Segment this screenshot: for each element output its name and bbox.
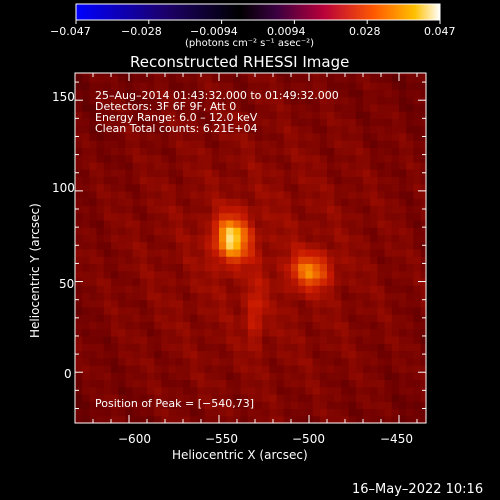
x-tick-label: −450 (380, 432, 413, 446)
y-tick-label: 150 (52, 90, 75, 104)
colorbar-tick-label: −0.047 (50, 25, 91, 38)
time-range-annotation: 25–Aug–2014 01:43:32.000 to 01:49:32.000 (95, 89, 339, 102)
colorbar-units: (photons cm⁻² s⁻¹ asec⁻²) (185, 38, 315, 49)
x-tick-label: −550 (205, 432, 238, 446)
axis-ticks (75, 73, 426, 423)
y-axis-label: Heliocentric Y (arcsec) (28, 203, 42, 338)
y-tick-label: 50 (59, 277, 75, 291)
plot-frame (74, 72, 427, 424)
energy-annotation: Energy Range: 6.0 – 12.0 keV (95, 111, 258, 124)
heatmap-image (75, 73, 427, 424)
colorbar-tick-label: 0.047 (424, 25, 456, 38)
colorbar-tick-label: 0.0094 (267, 25, 306, 38)
peak-annotation: Position of Peak = [−540,73] (95, 397, 255, 410)
colorbar-tick-label: −0.028 (121, 25, 162, 38)
colorbar-tick-label: 0.028 (349, 25, 381, 38)
y-tick-label: 100 (52, 181, 75, 195)
colorbar-tick-label: −0.0094 (190, 25, 238, 38)
x-axis-label: Heliocentric X (arcsec) (172, 448, 308, 462)
colorbar (75, 3, 441, 21)
x-tick-label: −600 (118, 432, 151, 446)
colorbar-ticks (75, 20, 441, 24)
detectors-annotation: Detectors: 3F 6F 9F, Att 0 (95, 100, 237, 113)
timestamp: 16–May–2022 10:16 (352, 482, 484, 497)
chart-title: Reconstructed RHESSI Image (130, 53, 350, 71)
x-tick-label: −500 (292, 432, 325, 446)
y-tick-label: 0 (64, 367, 72, 381)
plot-area (74, 72, 427, 424)
clean-annotation: Clean Total counts: 6.21E+04 (95, 122, 258, 135)
